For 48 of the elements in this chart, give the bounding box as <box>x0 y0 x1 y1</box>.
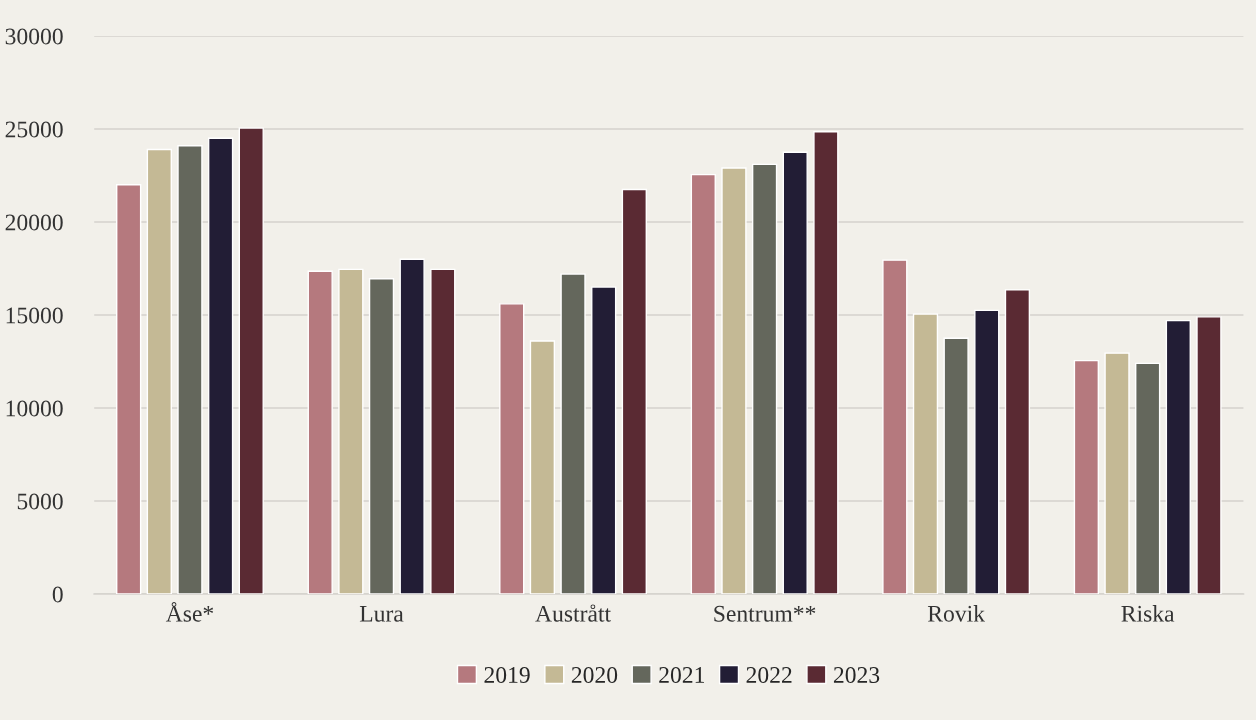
y-tick-label: 25000 <box>5 121 63 138</box>
bar <box>912 313 939 594</box>
y-tick-label: 20000 <box>5 214 63 231</box>
bar <box>177 145 203 594</box>
bar <box>721 167 747 594</box>
x-tick-label: Åse* <box>165 602 214 622</box>
bar <box>782 151 808 594</box>
bar <box>499 303 525 594</box>
legend-label: 2023 <box>833 667 880 683</box>
y-tick-label: 10000 <box>6 400 63 417</box>
bar <box>943 337 969 594</box>
x-tick-label: Rovik <box>927 605 985 622</box>
bar <box>882 259 908 594</box>
bar <box>307 270 333 594</box>
bar <box>1196 316 1222 594</box>
bar <box>399 258 425 594</box>
bar <box>207 137 234 594</box>
x-tick-label: Sentrum** <box>714 605 816 622</box>
bar <box>1004 289 1031 594</box>
legend-label: 2020 <box>571 667 618 683</box>
bar <box>751 163 778 594</box>
x-tick-label: Austrått <box>535 604 611 622</box>
legend-label: 2019 <box>484 667 530 683</box>
x-tick-label: Lura <box>359 606 404 622</box>
bar <box>238 127 264 594</box>
bar <box>560 273 586 594</box>
legend-label: 2022 <box>746 667 792 683</box>
bar <box>146 148 172 594</box>
bar <box>116 184 142 594</box>
bar <box>813 131 839 594</box>
bar <box>591 286 617 594</box>
bar <box>368 278 395 594</box>
x-tick-label: Riska <box>1121 605 1175 622</box>
bar <box>1135 362 1161 594</box>
bar <box>621 188 647 594</box>
bar <box>1073 359 1100 594</box>
y-tick-label: 15000 <box>6 307 63 324</box>
y-tick-label: 30000 <box>5 28 63 45</box>
bar <box>974 309 1000 594</box>
bar <box>1165 319 1191 594</box>
bar <box>529 340 556 594</box>
y-tick-label: 5000 <box>17 493 63 510</box>
bar <box>1104 352 1130 594</box>
y-tick-label: 0 <box>52 586 63 603</box>
bar <box>430 268 456 594</box>
bar <box>338 268 364 594</box>
legend-label: 2021 <box>659 667 704 683</box>
bar <box>690 173 716 594</box>
